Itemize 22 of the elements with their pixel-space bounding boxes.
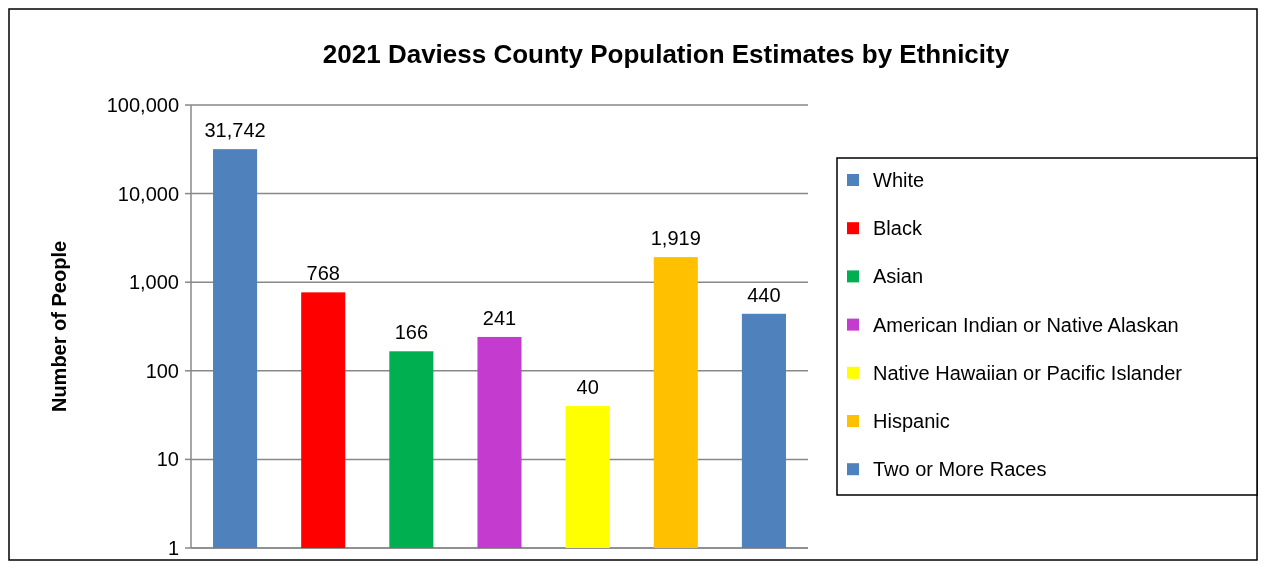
data-label: 31,742 [204, 119, 266, 142]
data-label: 166 [394, 321, 429, 344]
data-label: 1,919 [650, 227, 701, 250]
legend-label: American Indian or Native Alaskan [873, 313, 1179, 336]
data-label: 241 [482, 306, 517, 329]
data-label: 440 [747, 283, 781, 306]
y-tick-label: 10,000 [117, 182, 179, 205]
chart-title: 2021 Daviess County Population Estimates by Ethnicity [322, 39, 1010, 69]
legend-label: Asian [873, 265, 924, 288]
y-axis-title: Number of People [48, 240, 70, 413]
y-tick-label: 1,000 [128, 271, 179, 294]
legend-label: Black [873, 217, 923, 240]
legend-label: Hispanic [873, 410, 950, 432]
legend-label: Two or More Races [873, 458, 1047, 481]
data-label: 768 [306, 262, 340, 285]
y-tick-label: 1 [167, 537, 179, 559]
y-tick-label: 10 [156, 448, 179, 471]
data-label: 40 [576, 376, 599, 399]
legend-label: White [873, 169, 925, 191]
y-tick-label: 100,000 [106, 94, 179, 116]
y-tick-label: 100 [145, 359, 179, 382]
legend-label: Native Hawaiian or Pacific Islander [873, 361, 1183, 384]
